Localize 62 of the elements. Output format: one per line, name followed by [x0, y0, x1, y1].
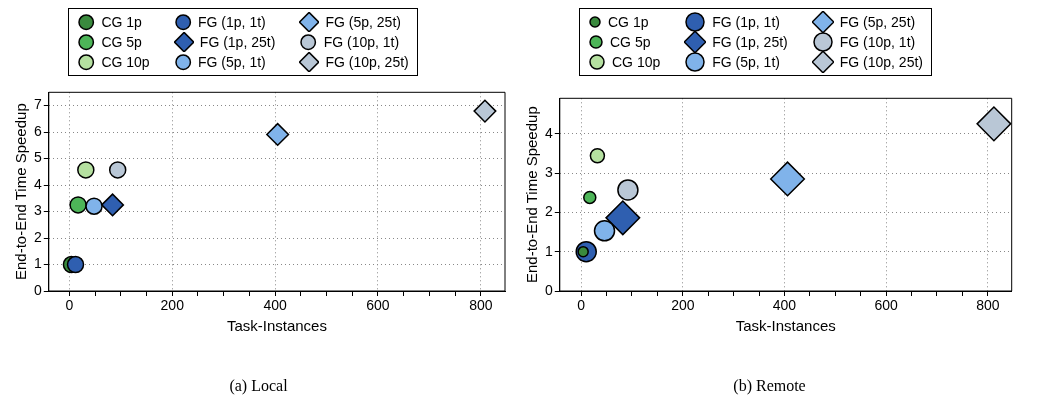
- text: (b) Remote: [733, 376, 806, 395]
- point: [589, 147, 606, 164]
- legend-label: FG (5p, 1t): [198, 54, 266, 70]
- point: [77, 161, 95, 179]
- point: [66, 255, 85, 274]
- y-axis-title: End-to-End Time Speedup: [12, 103, 30, 281]
- x-tick-label: 200: [671, 297, 695, 314]
- x-tick-label: 800: [976, 297, 1000, 314]
- y-tick-label: 1: [33, 255, 42, 272]
- x-tick-label: 400: [263, 297, 287, 314]
- x-tick-label: 800: [469, 297, 493, 314]
- x-axis-title: Task-Instances: [735, 316, 836, 334]
- y-tick-label: 3: [33, 202, 42, 219]
- point: [473, 99, 497, 123]
- y-tick-label: 3: [544, 163, 553, 180]
- x-tick-label: 0: [577, 297, 586, 314]
- point: [266, 122, 290, 146]
- point: [593, 220, 616, 242]
- legend-label: CG 5p: [610, 34, 651, 50]
- y-tick-label: 2: [33, 228, 42, 245]
- text: (a) Local: [229, 376, 289, 395]
- x-tick-label: 600: [366, 297, 390, 314]
- legend-label: CG 10p: [101, 54, 150, 70]
- legend-label: FG (5p, 25t): [839, 14, 916, 30]
- legend-label: FG (10p, 1t): [839, 34, 916, 50]
- y-axis-title: End-to-End Time Speedup: [523, 106, 541, 284]
- x-tick-label: 600: [874, 297, 899, 314]
- x-tick-label: 0: [65, 297, 74, 314]
- y-tick-label: 0: [33, 281, 42, 298]
- legend-label: FG (1p, 1t): [712, 14, 780, 30]
- point: [583, 190, 597, 205]
- legend-label: FG (10p, 1t): [323, 34, 400, 50]
- y-tick-label: 0: [544, 281, 553, 298]
- y-tick-label: 6: [33, 122, 42, 139]
- y-tick-label: 4: [33, 175, 42, 192]
- point: [976, 106, 1012, 142]
- point: [85, 197, 103, 215]
- legend-label: FG (1p, 1t): [198, 14, 266, 30]
- y-tick-label: 5: [33, 149, 42, 166]
- legend-label: FG (10p, 25t): [839, 54, 923, 70]
- point: [108, 161, 127, 179]
- legend-label: CG 10p: [612, 54, 661, 70]
- legend-label: FG (5p, 25t): [325, 14, 401, 30]
- y-tick-label: 1: [544, 242, 553, 259]
- point: [69, 196, 87, 214]
- legend-label: CG 1p: [101, 14, 142, 30]
- legend-label: CG 1p: [608, 14, 649, 30]
- x-axis-title: Task-Instances: [226, 316, 327, 334]
- legend-label: FG (1p, 25t): [712, 34, 788, 50]
- point: [769, 161, 806, 197]
- point: [605, 200, 641, 236]
- point: [617, 179, 639, 201]
- legend-label: FG (10p, 25t): [325, 54, 409, 70]
- x-tick-label: 200: [160, 297, 185, 314]
- legend-label: FG (5p, 1t): [712, 54, 780, 70]
- y-tick-label: 2: [544, 203, 553, 220]
- y-tick-label: 4: [544, 124, 553, 141]
- legend-label: CG 5p: [101, 34, 142, 50]
- legend-label: FG (1p, 25t): [199, 34, 276, 50]
- y-tick-label: 7: [33, 96, 42, 113]
- point: [101, 193, 125, 217]
- x-tick-label: 400: [772, 297, 797, 314]
